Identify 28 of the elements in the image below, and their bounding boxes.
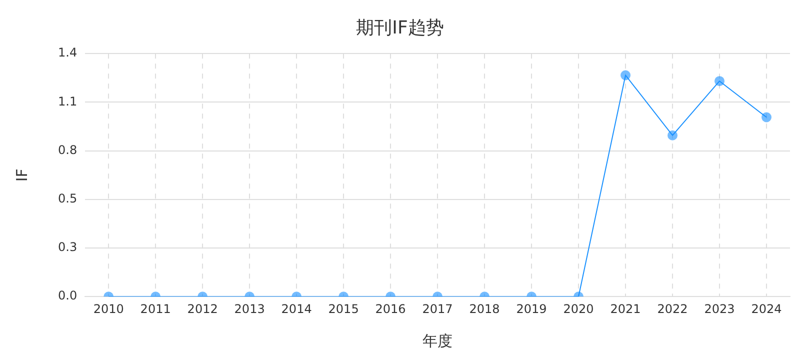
x-tick-label: 2011	[140, 302, 171, 316]
x-tick-label: 2019	[516, 302, 547, 316]
x-tick-label: 2021	[610, 302, 641, 316]
x-tick-label: 2013	[234, 302, 265, 316]
point	[620, 70, 631, 80]
x-tick-label: 2010	[93, 302, 124, 316]
x-tick-label: 2024	[751, 302, 782, 316]
x-tick-label: 2017	[422, 302, 453, 316]
point	[762, 112, 772, 122]
chart-title: 期刊IF趋势	[356, 17, 444, 38]
y-tick-label: 0.3	[58, 240, 78, 254]
y-tick-label: 1.1	[58, 94, 78, 108]
point	[714, 76, 725, 86]
y-tick-label: 1.4	[58, 46, 78, 60]
x-tick-label: 2020	[563, 302, 594, 316]
x-tick-label: 2018	[469, 302, 500, 316]
x-tick-label: 2012	[187, 302, 218, 316]
x-tick-label: 2023	[704, 302, 735, 316]
y-axis-title: IF	[12, 168, 31, 182]
x-tick-label: 2014	[281, 302, 312, 316]
y-tick-label: 0.0	[58, 288, 78, 303]
x-tick-label: 2016	[375, 302, 406, 316]
x-axis-title: 年度	[422, 332, 453, 350]
x-tick-label: 2022	[657, 302, 688, 316]
x-tick-label: 2015	[328, 302, 359, 316]
y-tick-label: 0.8	[58, 142, 78, 157]
y-tick-label: 0.5	[58, 192, 78, 206]
point	[668, 130, 678, 140]
